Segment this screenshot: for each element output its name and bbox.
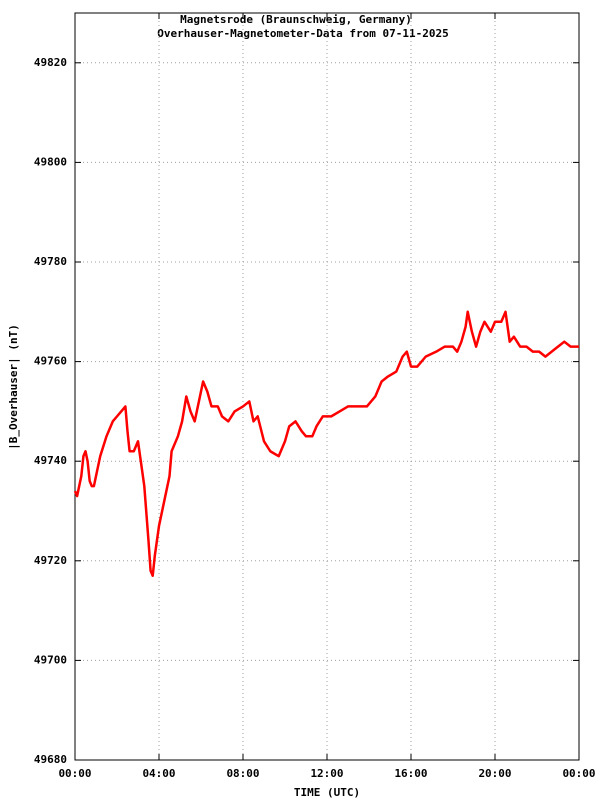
y-tick-label: 49800 bbox=[34, 155, 67, 168]
x-axis-label: TIME (UTC) bbox=[294, 786, 360, 799]
y-tick-label: 49740 bbox=[34, 454, 67, 467]
x-tick-label: 04:00 bbox=[142, 767, 175, 780]
chart-title: Magnetsrode (Braunschweig, Germany) bbox=[180, 13, 412, 26]
y-axis-label: |B_Overhauser| (nT) bbox=[7, 324, 20, 450]
y-tick-label: 49680 bbox=[34, 753, 67, 766]
chart-subtitle: Overhauser-Magnetometer-Data from 07-11-… bbox=[157, 27, 448, 40]
y-tick-label: 49720 bbox=[34, 554, 67, 567]
y-tick-label: 49760 bbox=[34, 355, 67, 368]
y-tick-label: 49700 bbox=[34, 653, 67, 666]
x-tick-label: 00:00 bbox=[58, 767, 91, 780]
y-tick-label: 49780 bbox=[34, 255, 67, 268]
x-tick-label: 00:00 bbox=[562, 767, 595, 780]
x-tick-label: 08:00 bbox=[226, 767, 259, 780]
x-tick-label: 12:00 bbox=[310, 767, 343, 780]
data-line bbox=[73, 310, 579, 577]
plot-frame bbox=[74, 12, 580, 761]
x-tick-label: 20:00 bbox=[478, 767, 511, 780]
x-tick-label: 16:00 bbox=[394, 767, 427, 780]
y-tick-label: 49820 bbox=[34, 56, 67, 69]
